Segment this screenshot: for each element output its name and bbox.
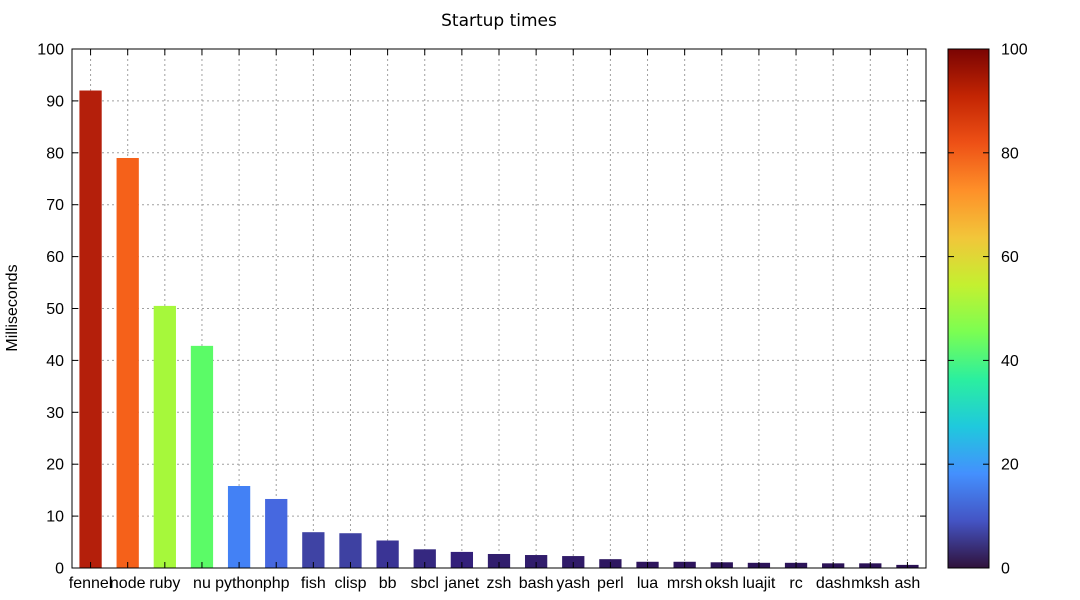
y-tick-label: 80 [46, 145, 64, 162]
y-axis-label: Milliseconds [4, 264, 21, 351]
bar-zsh [487, 553, 511, 568]
x-tick-label: janet [444, 575, 480, 592]
y-tick-label: 50 [46, 301, 64, 318]
colorbar-tick-label: 60 [1001, 249, 1019, 266]
bar-clisp [339, 533, 362, 568]
x-tick-label: node [110, 575, 146, 592]
x-tick-label: clisp [334, 575, 366, 592]
colorbar-tick-label: 100 [1001, 42, 1028, 59]
x-tick-label: php [263, 575, 290, 592]
y-ticks: 0 10 20 30 40 50 60 70 80 90 100 [37, 42, 926, 578]
x-tick-label: lua [637, 575, 658, 592]
x-tick-label: luajit [742, 575, 775, 592]
x-tick-label: fennel [69, 575, 113, 592]
grid-lines [72, 49, 926, 568]
x-tick-label: python [215, 575, 263, 592]
colorbar-tick-label: 20 [1001, 457, 1019, 474]
x-tick-label: perl [597, 575, 624, 592]
bar-node [116, 157, 139, 569]
y-tick-label: 90 [46, 93, 64, 110]
x-tick-label: bash [519, 575, 554, 592]
bar-bash [524, 555, 548, 568]
y-tick-label: 20 [46, 457, 64, 474]
bar-python [227, 485, 251, 568]
bar-fish [302, 532, 325, 568]
x-tick-label: oksh [705, 575, 739, 592]
x-tick-label: mksh [851, 575, 889, 592]
x-tick-label: fish [301, 575, 326, 592]
bars-group [79, 90, 919, 569]
colorbar-gradient [948, 49, 989, 568]
y-tick-label: 40 [46, 353, 64, 370]
x-tick-label: ash [895, 575, 921, 592]
bar-ruby [153, 305, 176, 568]
bar-bb [376, 540, 399, 568]
chart-title: Startup times [441, 11, 557, 31]
y-tick-label: 70 [46, 197, 64, 214]
x-tick-label: rc [789, 575, 802, 592]
colorbar: 0 20 40 60 80 100 [947, 42, 1028, 578]
x-tick-label: nu [193, 575, 211, 592]
x-tick-label: mrsh [667, 575, 703, 592]
x-tick-label: dash [816, 575, 851, 592]
bar-sbcl [413, 549, 436, 568]
x-tick-label: ruby [149, 575, 180, 592]
bar-nu [190, 345, 214, 568]
y-tick-label: 30 [46, 405, 64, 422]
y-tick-label: 10 [46, 509, 64, 526]
x-tick-label: bb [379, 575, 397, 592]
colorbar-tick-label: 0 [1001, 561, 1010, 578]
colorbar-tick-label: 80 [1001, 145, 1019, 162]
bar-php [265, 498, 288, 568]
bar-janet [450, 551, 474, 568]
bar-fennel [79, 90, 102, 569]
colorbar-frame [947, 48, 990, 569]
colorbar-tick-label: 40 [1001, 353, 1019, 370]
x-tick-label: sbcl [411, 575, 439, 592]
y-tick-label: 60 [46, 249, 64, 266]
x-tick-label: zsh [487, 575, 512, 592]
y-tick-label: 100 [37, 42, 64, 59]
x-tick-label: yash [556, 575, 590, 592]
y-tick-label: 0 [55, 561, 64, 578]
